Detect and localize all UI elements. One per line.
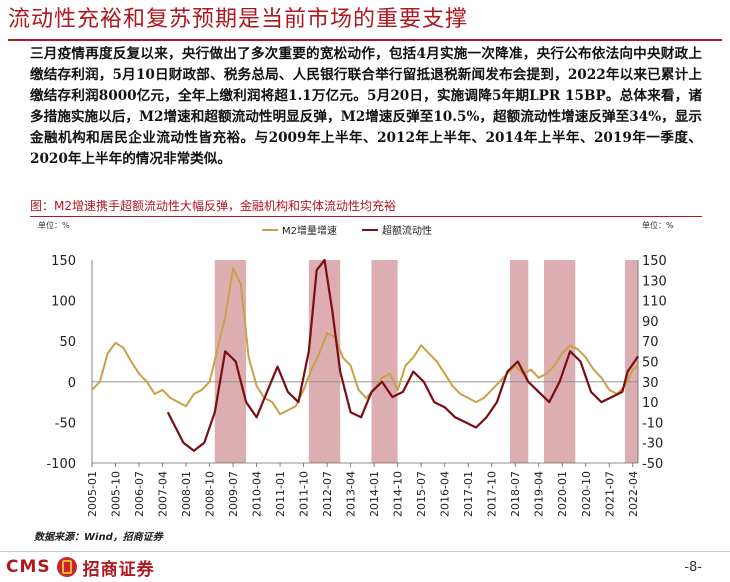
x-tick-label-7: 2009-07 bbox=[227, 471, 240, 517]
x-tick-label-22: 2020-10 bbox=[580, 471, 593, 517]
figure-caption: 图：M2增速携手超额流动性大幅反弹，金融机构和实体流动性均充裕 bbox=[30, 199, 396, 213]
x-tick-label-19: 2018-07 bbox=[509, 471, 522, 517]
body-paragraph: 三月疫情再度反复以来，央行做出了多次重要的宽松动作，包括4月实施一次降准，央行公… bbox=[30, 46, 702, 167]
x-tick-label-8: 2010-04 bbox=[251, 471, 264, 517]
x-tick-label-1: 2005-01 bbox=[86, 471, 99, 517]
footer-divider bbox=[0, 551, 730, 552]
right-tick-label-11: -50 bbox=[642, 457, 663, 472]
company-logo: CMS 招商证券 bbox=[6, 555, 155, 580]
right-tick-label-7: 30 bbox=[642, 376, 659, 391]
right-tick-label-3: 110 bbox=[642, 295, 667, 310]
x-tick-label-10: 2011-10 bbox=[298, 471, 311, 517]
left-tick-label-6: -100 bbox=[46, 457, 76, 472]
left-tick-label-5: -50 bbox=[55, 416, 76, 431]
x-tick-label-3: 2006-07 bbox=[133, 471, 146, 517]
x-tick-label-23: 2021-07 bbox=[603, 471, 616, 517]
x-tick-label-21: 2020-01 bbox=[556, 471, 569, 517]
legend-label-2: 超额流动性 bbox=[382, 224, 432, 237]
liquidity-line-chart: 单位：% 单位：% M2增量增速 超额流动性 150 100 50 0 -50 -100 150 13… bbox=[38, 220, 674, 517]
left-tick-label-3: 50 bbox=[59, 335, 76, 350]
left-unit-label: 单位：% bbox=[38, 220, 70, 230]
x-tick-label-20: 2019-04 bbox=[533, 471, 546, 517]
data-source-note: 数据来源：Wind，招商证券 bbox=[34, 532, 163, 543]
left-tick-label-1: 150 bbox=[51, 254, 76, 269]
x-tick-label-11: 2012-07 bbox=[321, 471, 334, 517]
logo-chinese-name: 招商证券 bbox=[82, 559, 155, 580]
x-tick-label-16: 2016-04 bbox=[439, 471, 452, 517]
page-number: -8- bbox=[684, 560, 702, 575]
x-tick-label-17: 2017-01 bbox=[462, 471, 475, 517]
x-tick-label-24: 2022-04 bbox=[627, 471, 640, 517]
right-tick-label-1: 150 bbox=[642, 254, 667, 269]
x-tick-label-5: 2008-01 bbox=[180, 471, 193, 517]
right-unit-label: 单位：% bbox=[642, 220, 674, 230]
x-tick-label-12: 2013-04 bbox=[345, 471, 358, 517]
x-tick-label-15: 2015-07 bbox=[415, 471, 428, 517]
caption-divider bbox=[30, 216, 702, 217]
series-line-2 bbox=[166, 258, 639, 452]
right-tick-label-2: 130 bbox=[642, 274, 667, 289]
logo-text: CMS bbox=[6, 557, 51, 577]
left-tick-label-2: 100 bbox=[51, 295, 76, 310]
x-tick-label-2: 2005-10 bbox=[110, 471, 123, 517]
x-tick-label-6: 2008-10 bbox=[204, 471, 217, 517]
series-line-1 bbox=[91, 267, 639, 416]
x-tick-label-9: 2011-01 bbox=[274, 471, 287, 517]
left-tick-label-4: 0 bbox=[68, 376, 76, 391]
x-tick-label-13: 2014-01 bbox=[368, 471, 381, 517]
x-tick-label-14: 2014-10 bbox=[392, 471, 405, 517]
legend-label-1: M2增量增速 bbox=[282, 224, 337, 237]
shaded-period-5 bbox=[543, 260, 576, 463]
x-tick-label-4: 2007-04 bbox=[157, 471, 170, 517]
right-tick-label-5: 70 bbox=[642, 335, 659, 350]
logo-mark-icon bbox=[56, 557, 77, 577]
shaded-period-6 bbox=[624, 260, 638, 463]
shaded-period-4 bbox=[509, 260, 529, 463]
x-tick-label-18: 2017-10 bbox=[486, 471, 499, 517]
right-tick-label-10: -30 bbox=[642, 437, 663, 452]
page-title: 流动性充裕和复苏预期是当前市场的重要支撑 bbox=[8, 7, 469, 32]
right-tick-label-8: 10 bbox=[642, 396, 659, 411]
right-tick-label-6: 50 bbox=[642, 356, 659, 371]
right-tick-label-9: -10 bbox=[642, 416, 663, 431]
shaded-period-2 bbox=[308, 260, 341, 463]
shaded-period-3 bbox=[371, 260, 398, 463]
title-divider bbox=[8, 39, 722, 41]
right-tick-label-4: 90 bbox=[642, 315, 659, 330]
